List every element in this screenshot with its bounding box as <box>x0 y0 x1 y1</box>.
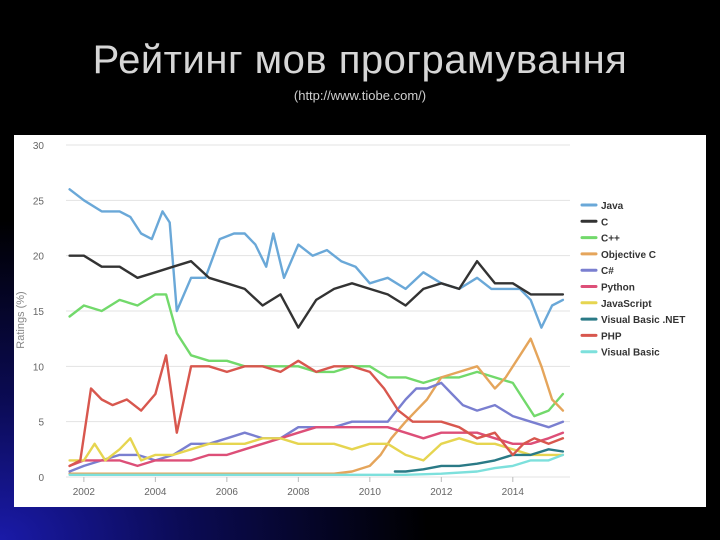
y-tick-label: 5 <box>38 418 44 429</box>
chart-legend: Java C C++ Objective C C# Python JavaScript Vis… <box>580 201 685 359</box>
y-tick-label: 10 <box>33 362 45 373</box>
legend-label: C++ <box>601 234 620 245</box>
series-line-visual-basic <box>68 453 565 476</box>
legend-label: Python <box>601 283 635 294</box>
x-tick-label: 2010 <box>359 487 382 498</box>
legend-label: Visual Basic <box>601 348 660 359</box>
y-tick-label: 30 <box>33 141 45 152</box>
x-tick-label: 2002 <box>73 487 96 498</box>
series-line-c <box>68 254 565 329</box>
series-line-php <box>68 354 565 468</box>
legend-label: C <box>601 217 608 228</box>
y-tick-label: 25 <box>33 196 45 207</box>
axis-ticks: 0 5 10 15 20 25 30 2002 2004 2006 2008 2010 2012 2014 <box>33 141 524 498</box>
legend-label: Java <box>601 201 624 212</box>
slide-title: Рейтинг мов програмування <box>92 38 628 82</box>
x-tick-label: 2012 <box>430 487 453 498</box>
y-axis-label: Ratings (%) <box>15 291 27 348</box>
legend-label: JavaScript <box>601 299 652 310</box>
line-chart: 0 5 10 15 20 25 30 2002 2004 2006 2008 2010 2012 2014… <box>15 141 685 498</box>
x-tick-label: 2014 <box>502 487 525 498</box>
x-tick-label: 2004 <box>144 487 167 498</box>
legend-label: Visual Basic .NET <box>601 315 685 326</box>
slide-subtitle: (http://www.tiobe.com/) <box>293 88 427 103</box>
series-line-c <box>68 293 565 418</box>
x-tick-label: 2008 <box>287 487 310 498</box>
grid-lines <box>66 144 570 478</box>
legend-label: Objective C <box>601 250 656 261</box>
series-lines <box>68 188 565 476</box>
series-line-java <box>68 188 565 329</box>
y-tick-label: 0 <box>38 473 44 484</box>
series-line-javascript <box>68 437 565 462</box>
x-tick-label: 2006 <box>216 487 239 498</box>
legend-label: PHP <box>601 331 622 342</box>
y-tick-label: 15 <box>33 307 45 318</box>
chart-panel: 0 5 10 15 20 25 30 2002 2004 2006 2008 2010 2012 2014… <box>14 135 706 507</box>
legend-label: C# <box>601 266 614 277</box>
series-line-visual-basic-net <box>393 448 565 473</box>
series-line-python <box>68 426 565 468</box>
y-tick-label: 20 <box>33 252 45 263</box>
